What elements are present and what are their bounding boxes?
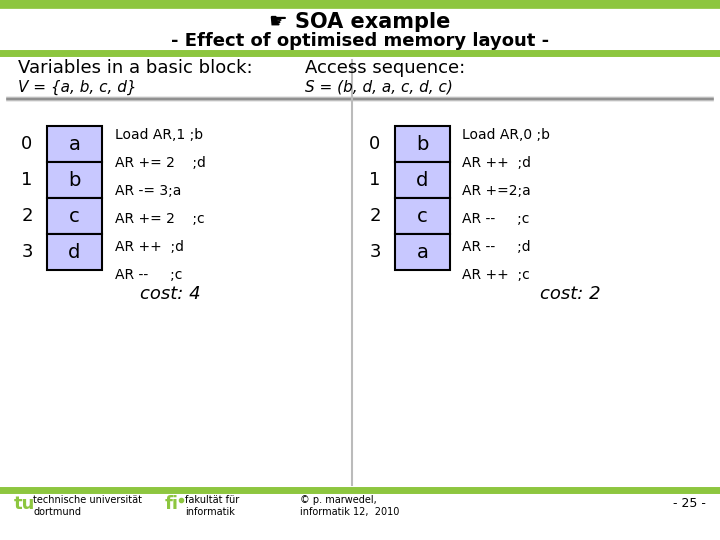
Text: - 25 -: - 25 - xyxy=(673,497,706,510)
Text: b: b xyxy=(416,134,428,153)
Text: AR --     ;d: AR -- ;d xyxy=(462,240,531,254)
Text: ☛ SOA example: ☛ SOA example xyxy=(269,12,451,32)
Text: 2: 2 xyxy=(22,207,32,225)
Text: 2: 2 xyxy=(369,207,381,225)
Text: c: c xyxy=(417,206,428,226)
Text: 0: 0 xyxy=(22,135,32,153)
Text: d: d xyxy=(416,171,428,190)
Text: a: a xyxy=(417,242,428,261)
Text: V = {a, b, c, d}: V = {a, b, c, d} xyxy=(18,80,137,95)
Text: AR -= 3;a: AR -= 3;a xyxy=(115,184,181,198)
Bar xyxy=(47,198,102,234)
Text: Access sequence:: Access sequence: xyxy=(305,59,465,77)
Text: AR ++  ;c: AR ++ ;c xyxy=(462,268,530,282)
Text: © p. marwedel,
informatik 12,  2010: © p. marwedel, informatik 12, 2010 xyxy=(300,495,400,517)
Text: AR += 2    ;d: AR += 2 ;d xyxy=(115,156,206,170)
Text: AR ++  ;d: AR ++ ;d xyxy=(462,156,531,170)
Bar xyxy=(395,126,450,162)
Text: b: b xyxy=(68,171,81,190)
Text: tu: tu xyxy=(14,495,35,513)
Text: cost: 4: cost: 4 xyxy=(140,285,200,303)
Text: Load AR,1 ;b: Load AR,1 ;b xyxy=(115,128,203,142)
Text: AR --     ;c: AR -- ;c xyxy=(115,268,182,282)
Text: 1: 1 xyxy=(369,171,381,189)
Bar xyxy=(395,234,450,270)
Text: AR --     ;c: AR -- ;c xyxy=(462,212,529,226)
Bar xyxy=(47,126,102,162)
Text: 3: 3 xyxy=(369,243,381,261)
Text: d: d xyxy=(68,242,81,261)
Text: Variables in a basic block:: Variables in a basic block: xyxy=(18,59,253,77)
Bar xyxy=(395,198,450,234)
Text: AR ++  ;d: AR ++ ;d xyxy=(115,240,184,254)
Text: 3: 3 xyxy=(22,243,32,261)
Text: technische universität
dortmund: technische universität dortmund xyxy=(33,495,142,517)
Text: S = (b, d, a, c, d, c): S = (b, d, a, c, d, c) xyxy=(305,80,453,95)
Text: cost: 2: cost: 2 xyxy=(540,285,600,303)
Text: 1: 1 xyxy=(22,171,32,189)
Text: Load AR,0 ;b: Load AR,0 ;b xyxy=(462,128,550,142)
Bar xyxy=(47,162,102,198)
Bar xyxy=(47,234,102,270)
Text: a: a xyxy=(68,134,81,153)
Text: 0: 0 xyxy=(369,135,381,153)
Bar xyxy=(395,162,450,198)
Text: - Effect of optimised memory layout -: - Effect of optimised memory layout - xyxy=(171,32,549,50)
Text: c: c xyxy=(69,206,80,226)
Text: fakultät für
informatik: fakultät für informatik xyxy=(185,495,239,517)
Text: fi: fi xyxy=(165,495,179,513)
Text: AR += 2    ;c: AR += 2 ;c xyxy=(115,212,204,226)
Text: AR +=2;a: AR +=2;a xyxy=(462,184,531,198)
